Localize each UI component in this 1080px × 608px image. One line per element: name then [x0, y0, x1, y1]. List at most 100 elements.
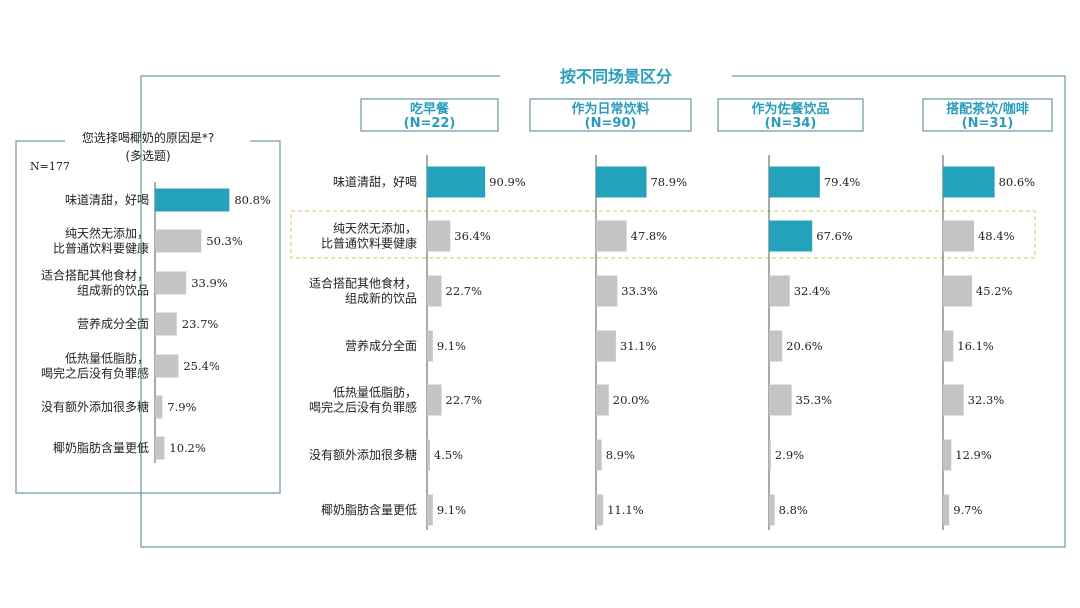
- scenario-bar: [943, 494, 950, 526]
- scenario-value-label: 16.1%: [957, 339, 994, 353]
- scenario-header-box: [922, 98, 1053, 132]
- left-category-label: 没有额外添加很多糖: [41, 399, 149, 414]
- scenario-value-label: 35.3%: [796, 393, 833, 407]
- left-value-label: 7.9%: [167, 400, 196, 414]
- left-bar: [155, 395, 163, 419]
- scenario-value-label: 8.8%: [779, 503, 808, 517]
- scenario-value-label: 32.3%: [968, 393, 1005, 407]
- scenario-bar: [596, 384, 609, 416]
- scenario-bar: [596, 494, 604, 526]
- left-value-label: 50.3%: [206, 234, 243, 248]
- left-bar: [155, 436, 165, 460]
- scenario-value-label: 8.9%: [606, 448, 635, 462]
- right-category-label: 味道清甜，好喝: [333, 175, 417, 189]
- scenario-value-label: 90.9%: [489, 175, 526, 189]
- scenario-bar: [769, 330, 783, 362]
- right-panel: 按不同场景区分 吃早餐(N=22) 作为日常饮料(N=90) 作为佐餐饮品(N=34…: [140, 67, 1066, 548]
- scenario-bar: [427, 384, 442, 416]
- scenario-header-n: (N=22): [404, 116, 456, 131]
- scenario-value-label: 36.4%: [454, 229, 491, 243]
- scenario-bar: [769, 439, 771, 471]
- scenario-value-label: 11.1%: [607, 503, 644, 517]
- scenario-value-label: 9.7%: [953, 503, 982, 517]
- right-category-label: 没有额外添加很多糖: [309, 447, 417, 462]
- scenario-value-label: 80.6%: [999, 175, 1036, 189]
- scenario-bar: [943, 166, 995, 198]
- scenario-bar: [769, 494, 775, 526]
- scenario-value-label: 31.1%: [620, 339, 657, 353]
- left-bar: [155, 271, 187, 295]
- scenario-bar: [427, 330, 433, 362]
- scenario-value-label: 48.4%: [978, 229, 1015, 243]
- scenario-value-label: 32.4%: [794, 284, 831, 298]
- left-bars: 味道清甜，好喝 80.8% 纯天然无添加，比普通饮料要健康 50.3% 适合搭配其他食材…: [41, 182, 271, 463]
- left-value-label: 10.2%: [169, 441, 206, 455]
- scenario-header-n: (N=34): [765, 116, 817, 131]
- left-panel: 您选择喝椰奶的原因是*? (多选题) N=177 味道清甜，好喝 80.8% 纯天然…: [15, 130, 281, 494]
- right-panel-frame: [140, 75, 1066, 548]
- left-category-label: 适合搭配其他食材，组成新的饮品: [41, 268, 149, 298]
- scenario-bar: [427, 166, 486, 198]
- scenario-value-label: 22.7%: [446, 284, 483, 298]
- scenario-value-label: 9.1%: [437, 339, 466, 353]
- scenario-header-box: [717, 98, 864, 132]
- scenario-value-label: 20.0%: [613, 393, 650, 407]
- scenario-bar: [427, 220, 451, 252]
- scenario-bar: [943, 275, 972, 307]
- left-question-sub: (多选题): [125, 149, 170, 163]
- scenario-header-name: 作为日常饮料: [571, 101, 649, 117]
- scenario-value-label: 79.4%: [824, 175, 861, 189]
- right-category-label: 纯天然无添加，比普通饮料要健康: [321, 221, 417, 251]
- scenario-bar: [769, 275, 790, 307]
- scenario-bar: [596, 220, 627, 252]
- left-category-label: 营养成分全面: [77, 316, 149, 331]
- scenario-bar: [596, 439, 602, 471]
- scenario-value-label: 9.1%: [437, 503, 466, 517]
- scenario-value-label: 12.9%: [955, 448, 992, 462]
- scenario-value-label: 20.6%: [786, 339, 823, 353]
- left-question: 您选择喝椰奶的原因是*?: [82, 130, 214, 145]
- scenario-headers: 吃早餐(N=22) 作为日常饮料(N=90) 作为佐餐饮品(N=34) 搭配茶饮/咖啡…: [360, 98, 1053, 132]
- right-category-label: 椰奶脂肪含量更低: [321, 502, 417, 517]
- scenario-bar: [769, 166, 820, 198]
- scenario-bar: [427, 439, 430, 471]
- scenario-header-name: 搭配茶饮/咖啡: [946, 101, 1029, 117]
- scenario-bar: [943, 439, 952, 471]
- right-panel-title: 按不同场景区分: [560, 67, 672, 86]
- right-category-label: 低热量低脂肪，喝完之后没有负罪感: [309, 385, 417, 415]
- scenario-value-label: 4.5%: [434, 448, 463, 462]
- scenario-header-box: [360, 98, 499, 132]
- left-bar: [155, 188, 230, 212]
- scenario-value-label: 78.9%: [650, 175, 687, 189]
- scenario-header-box: [529, 98, 692, 132]
- scenario-value-label: 22.7%: [446, 393, 483, 407]
- left-n-label: N=177: [30, 160, 70, 173]
- left-category-label: 纯天然无添加，比普通饮料要健康: [53, 226, 149, 256]
- scenario-bar: [943, 384, 964, 416]
- left-category-label: 低热量低脂肪，喝完之后没有负罪感: [41, 351, 149, 381]
- scenario-value-label: 2.9%: [775, 448, 804, 462]
- scenario-bar: [943, 220, 974, 252]
- right-category-labels: 味道清甜，好喝纯天然无添加，比普通饮料要健康适合搭配其他食材，组成新的饮品营养成…: [309, 175, 417, 517]
- right-bars: 90.9% 36.4% 22.7% 9.1% 22.7% 4.5% 9.1% 78.9% 47.…: [426, 155, 1036, 530]
- scenario-header-n: (N=90): [585, 116, 637, 131]
- right-category-label: 适合搭配其他食材，组成新的饮品: [309, 276, 417, 306]
- scenario-bar: [943, 330, 954, 362]
- left-panel-frame: [15, 140, 281, 494]
- scenario-bar: [596, 275, 618, 307]
- left-bar: [155, 229, 202, 253]
- highlight-row-dashed-box: [290, 210, 1036, 259]
- left-category-label: 味道清甜，好喝: [65, 193, 149, 207]
- left-value-label: 25.4%: [183, 359, 220, 373]
- scenario-bar: [427, 275, 442, 307]
- scenario-bar: [769, 384, 792, 416]
- left-category-label: 椰奶脂肪含量更低: [53, 440, 149, 455]
- scenario-header-name: 作为佐餐饮品: [751, 101, 829, 117]
- left-value-label: 80.8%: [234, 193, 271, 207]
- left-bar: [155, 312, 177, 336]
- left-value-label: 33.9%: [191, 276, 228, 290]
- scenario-value-label: 33.3%: [621, 284, 658, 298]
- scenario-bar: [596, 166, 647, 198]
- left-value-label: 23.7%: [182, 317, 219, 331]
